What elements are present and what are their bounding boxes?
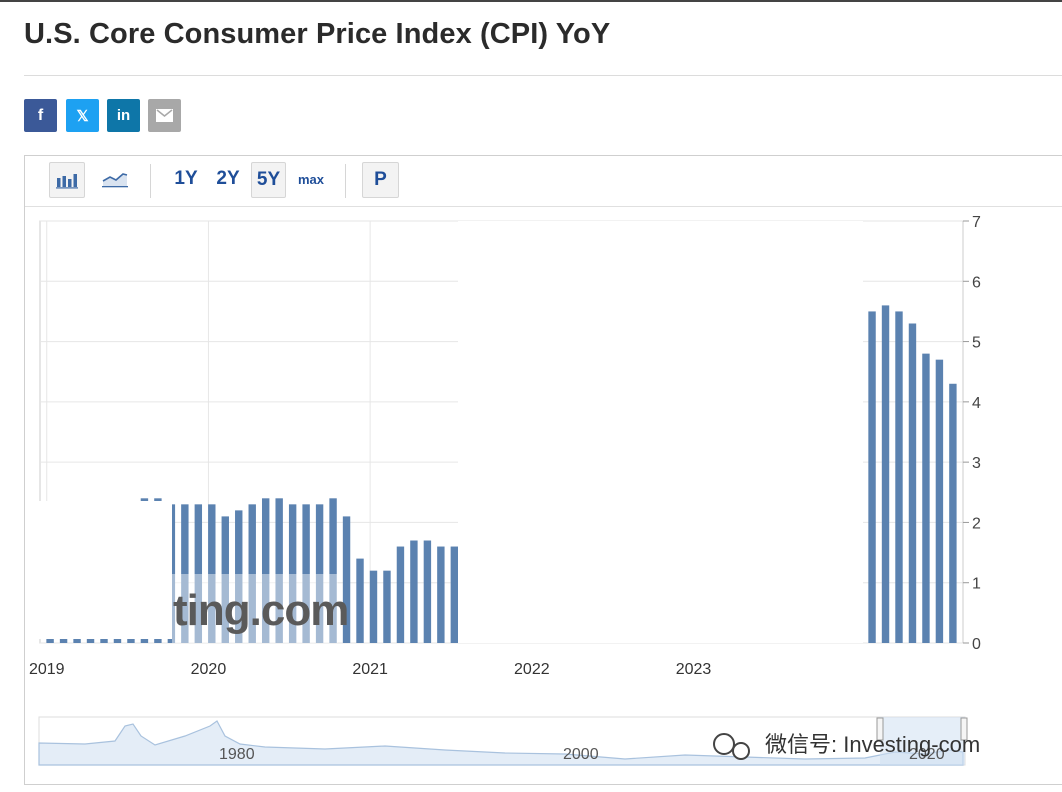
bar: [302, 504, 310, 643]
y-tick-label: 6: [972, 274, 981, 291]
x-axis-ticks: 2019 2020 2021 2022 2023: [29, 661, 711, 678]
bar: [908, 323, 917, 643]
navigator-label: 2020: [909, 746, 945, 763]
bar: [275, 498, 283, 643]
navigator-selection[interactable]: [880, 717, 965, 765]
bar: [315, 504, 324, 643]
bar: [881, 305, 890, 643]
range-5y-button[interactable]: 5Y: [251, 162, 286, 198]
bar: [369, 570, 378, 643]
chart-panel: 1Y 2Y 5Y max P 0 1 2 3 4 5 6 7 2019 2020 2021 2022…: [24, 155, 1062, 785]
bar: [235, 510, 243, 643]
bar-chart-icon: [56, 174, 78, 189]
range-1y-button[interactable]: 1Y: [174, 168, 198, 189]
linkedin-share-button[interactable]: in: [107, 99, 140, 132]
y-tick-label: 2: [972, 515, 981, 532]
x-tick-label: 2023: [676, 661, 712, 678]
range-max-button[interactable]: max: [297, 171, 325, 187]
navigator-label: 1980: [219, 746, 255, 763]
twitter-share-button[interactable]: 𝕏: [66, 99, 99, 132]
y-tick-label: 0: [972, 636, 981, 653]
area-chart-toggle-button[interactable]: [97, 162, 133, 196]
toolbar-separator: [345, 164, 346, 198]
area-chart-icon: [102, 173, 128, 188]
bar: [423, 540, 432, 643]
twitter-icon: 𝕏: [76, 107, 89, 125]
bar: [288, 504, 297, 643]
print-button[interactable]: P: [362, 162, 399, 198]
wechat-watermark: 微信号: Investing-com: [713, 732, 980, 760]
bar: [383, 570, 391, 643]
bar: [949, 383, 957, 643]
navigator-right-handle[interactable]: [960, 717, 968, 741]
title-divider: [24, 75, 1062, 76]
facebook-share-button[interactable]: f: [24, 99, 57, 132]
watermark-text: ting.com: [173, 586, 348, 635]
toolbar-separator: [150, 164, 151, 198]
bar: [396, 546, 405, 643]
bar: [261, 498, 270, 643]
email-share-button[interactable]: [148, 99, 181, 132]
y-tick-label: 7: [972, 214, 981, 231]
x-tick-label: 2020: [191, 661, 227, 678]
y-tick-label: 1: [972, 576, 981, 593]
bar: [221, 516, 229, 643]
page-title: U.S. Core Consumer Price Index (CPI) YoY: [24, 18, 611, 50]
navigator-left-handle[interactable]: [876, 717, 884, 741]
cpi-bar-chart: 0 1 2 3 4 5 6 7 2019 2020 2021 2022 2023 ting.com 1…: [29, 214, 981, 766]
bar: [935, 359, 944, 643]
x-tick-label: 2022: [514, 661, 550, 678]
range-2y-button[interactable]: 2Y: [216, 168, 240, 189]
top-border: [0, 0, 1062, 2]
y-tick-label: 4: [972, 395, 981, 412]
image-occlusion: [39, 221, 863, 643]
bar: [437, 546, 445, 643]
bar: [194, 504, 203, 643]
linkedin-icon: in: [116, 107, 131, 124]
y-axis-ticks: 0 1 2 3 4 5 6 7: [962, 214, 981, 653]
x-tick-label: 2019: [29, 661, 65, 678]
y-tick-label: 3: [972, 455, 981, 472]
x-tick-label: 2021: [352, 661, 388, 678]
bar: [248, 504, 256, 643]
site-watermark: ting.com: [172, 574, 349, 643]
bar-chart-toggle-button[interactable]: [49, 162, 85, 198]
bar: [356, 558, 364, 643]
facebook-icon: f: [37, 106, 44, 124]
bar: [208, 504, 216, 643]
bar: [922, 353, 930, 643]
navigator-label: 2000: [563, 746, 599, 763]
bar: [895, 311, 903, 643]
envelope-icon: [156, 109, 173, 122]
bar: [450, 546, 459, 643]
bar: [342, 516, 351, 643]
wechat-text: 微信号: Investing-com: [765, 732, 980, 757]
bar: [329, 498, 337, 643]
bar: [181, 504, 189, 643]
bar: [868, 311, 876, 643]
range-navigator: 1980 2000 2020: [38, 716, 968, 766]
y-tick-label: 5: [972, 335, 981, 352]
chart-toolbar: 1Y 2Y 5Y max P: [25, 156, 1062, 207]
bar: [410, 540, 418, 643]
